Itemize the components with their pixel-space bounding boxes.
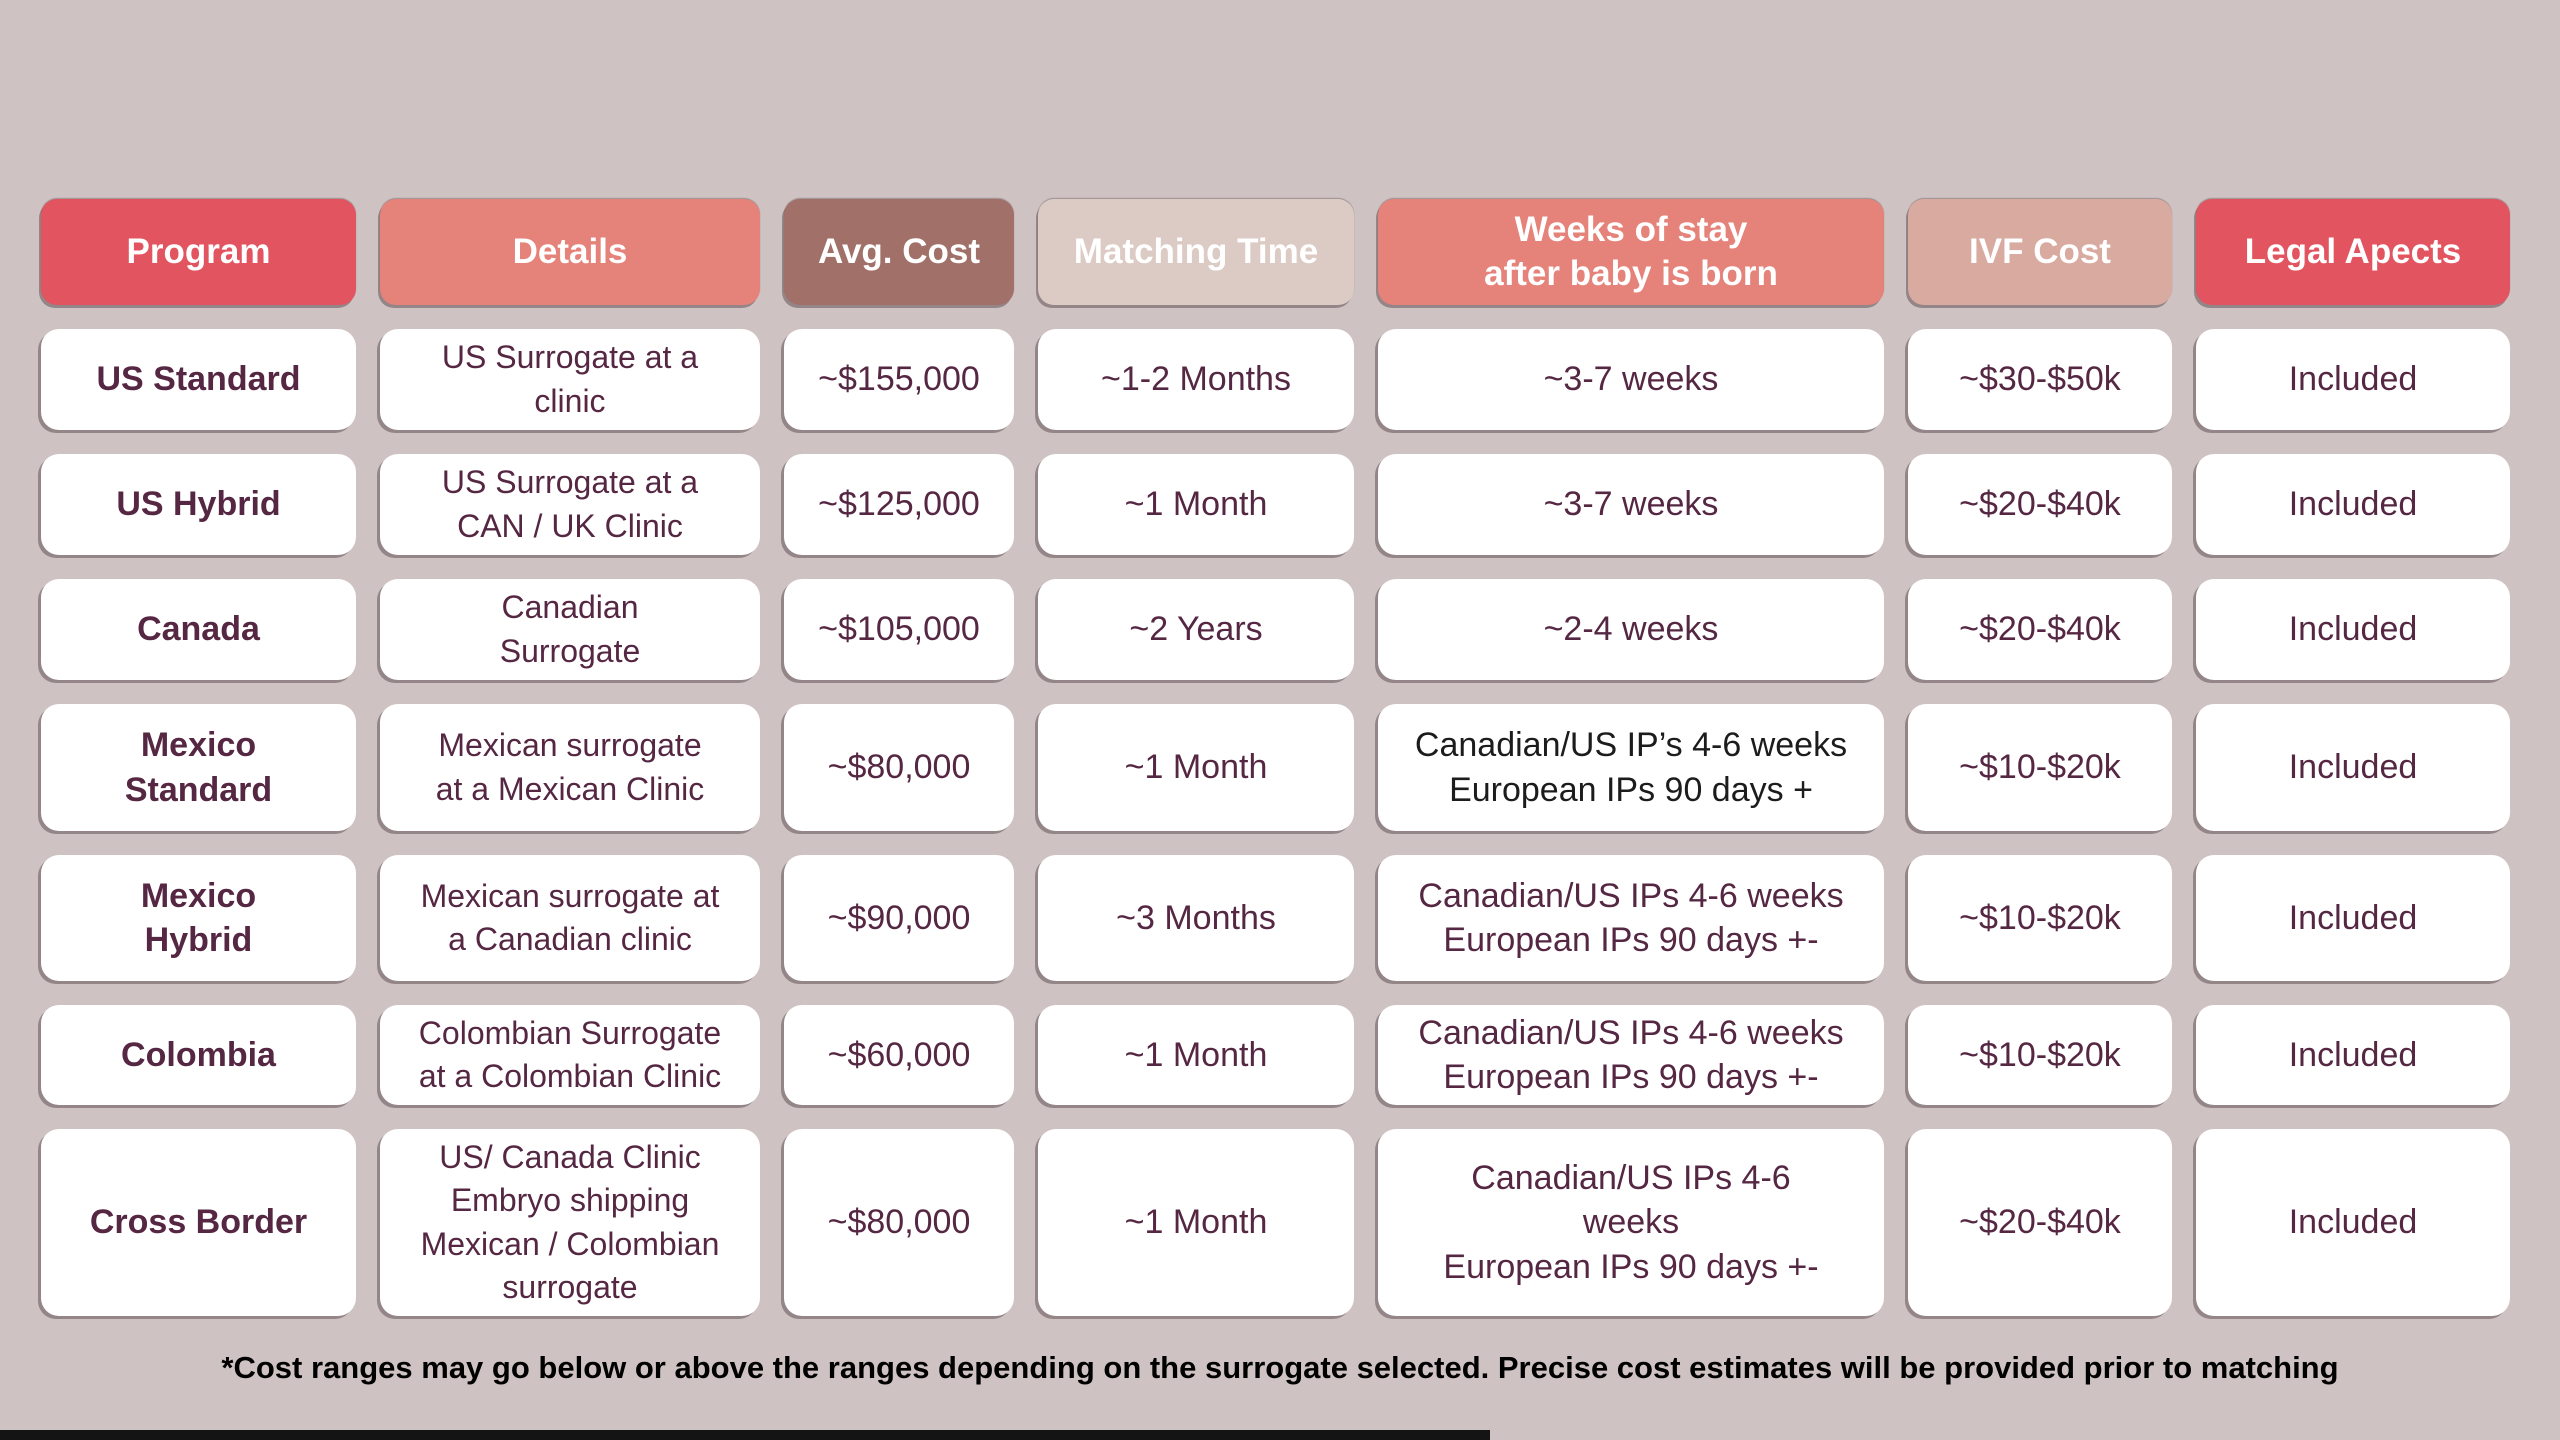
cell-ivf-cost-us-hybrid: ~$20-$40k	[1908, 454, 2172, 555]
cell-weeks-of-stay-us-hybrid: ~3-7 weeks	[1378, 454, 1884, 555]
column-header-ivf-cost: IVF Cost	[1908, 199, 2172, 305]
cell-details-us-standard: US Surrogate at a clinic	[380, 329, 760, 430]
cell-legal-mexico-standard: Included	[2196, 704, 2510, 831]
cell-program-cross-border: Cross Border	[41, 1129, 356, 1316]
cell-legal-mexico-hybrid: Included	[2196, 855, 2510, 981]
cell-matching-time-mexico-hybrid: ~3 Months	[1038, 855, 1354, 981]
cell-matching-time-us-hybrid: ~1 Month	[1038, 454, 1354, 555]
cell-details-cross-border: US/ Canada Clinic Embryo shipping Mexica…	[380, 1129, 760, 1316]
cost-disclaimer-footnote: *Cost ranges may go below or above the r…	[221, 1350, 2339, 1385]
cell-ivf-cost-canada: ~$20-$40k	[1908, 579, 2172, 680]
bottom-edge-bar	[0, 1430, 1490, 1440]
cell-weeks-of-stay-mexico-hybrid: Canadian/US IPs 4-6 weeks European IPs 9…	[1378, 855, 1884, 981]
cell-details-us-hybrid: US Surrogate at a CAN / UK Clinic	[380, 454, 760, 555]
cell-program-us-standard: US Standard	[41, 329, 356, 430]
cell-ivf-cost-cross-border: ~$20-$40k	[1908, 1129, 2172, 1316]
cell-legal-us-hybrid: Included	[2196, 454, 2510, 555]
cell-legal-colombia: Included	[2196, 1005, 2510, 1105]
cell-avg-cost-colombia: ~$60,000	[784, 1005, 1014, 1105]
cell-details-mexico-standard: Mexican surrogate at a Mexican Clinic	[380, 704, 760, 831]
cell-avg-cost-canada: ~$105,000	[784, 579, 1014, 680]
cell-matching-time-colombia: ~1 Month	[1038, 1005, 1354, 1105]
cell-avg-cost-us-standard: ~$155,000	[784, 329, 1014, 430]
cell-avg-cost-mexico-hybrid: ~$90,000	[784, 855, 1014, 981]
column-header-weeks-of-stay: Weeks of stay after baby is born	[1378, 199, 1884, 305]
cell-legal-cross-border: Included	[2196, 1129, 2510, 1316]
cell-program-canada: Canada	[41, 579, 356, 680]
cell-weeks-of-stay-mexico-standard: Canadian/US IP’s 4-6 weeks European IPs …	[1378, 704, 1884, 831]
cell-weeks-of-stay-colombia: Canadian/US IPs 4-6 weeks European IPs 9…	[1378, 1005, 1884, 1105]
cell-weeks-of-stay-cross-border: Canadian/US IPs 4-6 weeks European IPs 9…	[1378, 1129, 1884, 1316]
cell-matching-time-us-standard: ~1-2 Months	[1038, 329, 1354, 430]
cell-legal-canada: Included	[2196, 579, 2510, 680]
column-header-legal-aspects: Legal Apects	[2196, 199, 2510, 305]
cell-avg-cost-mexico-standard: ~$80,000	[784, 704, 1014, 831]
cell-details-mexico-hybrid: Mexican surrogate at a Canadian clinic	[380, 855, 760, 981]
cell-matching-time-canada: ~2 Years	[1038, 579, 1354, 680]
cell-ivf-cost-us-standard: ~$30-$50k	[1908, 329, 2172, 430]
cell-weeks-of-stay-us-standard: ~3-7 weeks	[1378, 329, 1884, 430]
cell-details-colombia: Colombian Surrogate at a Colombian Clini…	[380, 1005, 760, 1105]
cell-ivf-cost-colombia: ~$10-$20k	[1908, 1005, 2172, 1105]
cell-details-canada: Canadian Surrogate	[380, 579, 760, 680]
column-header-program: Program	[41, 199, 356, 305]
column-header-avg-cost: Avg. Cost	[784, 199, 1014, 305]
cell-avg-cost-cross-border: ~$80,000	[784, 1129, 1014, 1316]
cell-program-mexico-hybrid: Mexico Hybrid	[41, 855, 356, 981]
cell-matching-time-cross-border: ~1 Month	[1038, 1129, 1354, 1316]
cell-program-colombia: Colombia	[41, 1005, 356, 1105]
cell-program-us-hybrid: US Hybrid	[41, 454, 356, 555]
cell-matching-time-mexico-standard: ~1 Month	[1038, 704, 1354, 831]
column-header-details: Details	[380, 199, 760, 305]
cell-program-mexico-standard: Mexico Standard	[41, 704, 356, 831]
cell-avg-cost-us-hybrid: ~$125,000	[784, 454, 1014, 555]
cell-weeks-of-stay-canada: ~2-4 weeks	[1378, 579, 1884, 680]
column-header-matching-time: Matching Time	[1038, 199, 1354, 305]
cell-ivf-cost-mexico-hybrid: ~$10-$20k	[1908, 855, 2172, 981]
cell-ivf-cost-mexico-standard: ~$10-$20k	[1908, 704, 2172, 831]
cell-legal-us-standard: Included	[2196, 329, 2510, 430]
comparison-table: Program Details Avg. Cost Matching Time …	[41, 199, 2510, 1316]
